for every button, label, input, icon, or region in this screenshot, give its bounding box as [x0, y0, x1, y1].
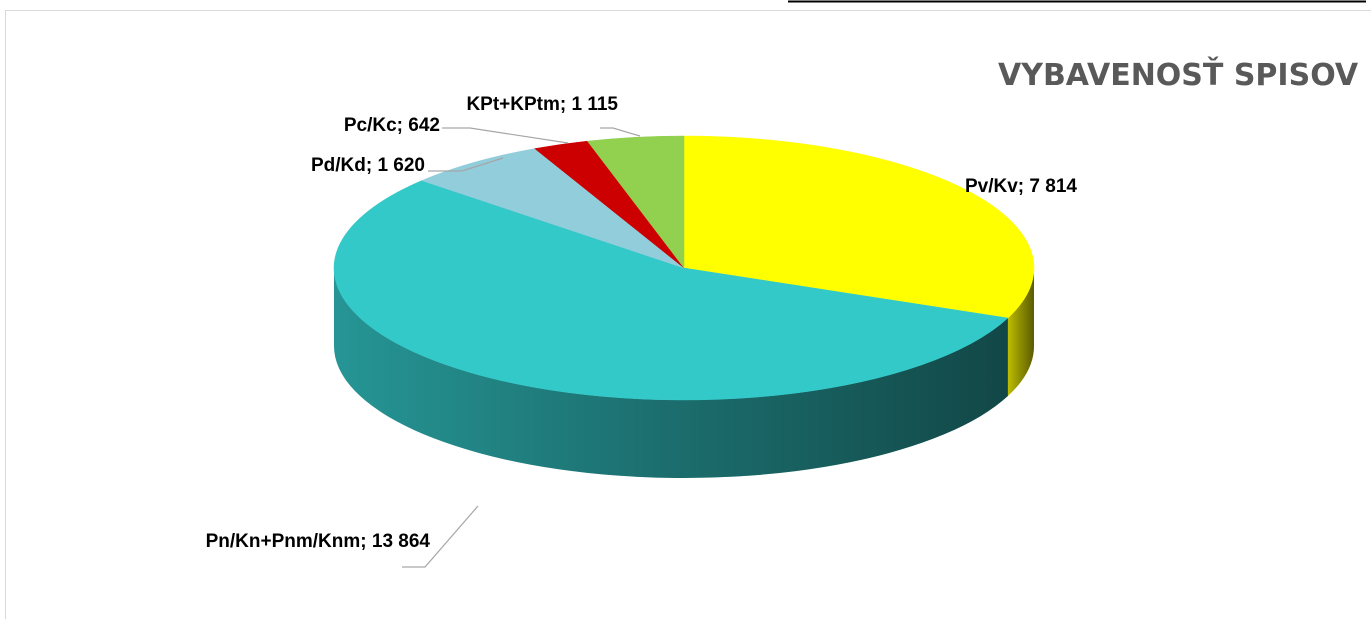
pie-top: [333, 135, 1035, 401]
pie-slice-4[interactable]: [586, 135, 685, 269]
data-label-2: Pd/Kd; 1 620: [311, 155, 425, 176]
leader-line-2: [428, 157, 504, 172]
pie-sides: [334, 268, 1034, 478]
data-label-0: Pv/Kv; 7 814: [965, 176, 1077, 197]
chart-title: VYBAVENOSŤ SPISOV: [998, 56, 1359, 93]
pie-slice-0[interactable]: [683, 135, 1035, 319]
data-label-1: Pn/Kn+Pnm/Knm; 13 864: [206, 531, 431, 552]
leader-lines: [402, 127, 641, 568]
data-label-4: KPt+KPtm; 1 115: [466, 94, 618, 115]
pie-side-shade-0: [1007, 268, 1034, 397]
data-label-3: Pc/Kc; 642: [344, 115, 440, 136]
pie-side-shade-1: [334, 268, 1008, 478]
pie-slice-1[interactable]: [333, 180, 1009, 401]
leader-line-1: [402, 505, 479, 568]
pie-slice-2[interactable]: [421, 148, 685, 269]
leader-line-3: [442, 127, 569, 144]
leader-line-4: [600, 127, 641, 137]
data-labels: Pv/Kv; 7 814 Pn/Kn+Pnm/Knm; 13 864 Pd/Kd; …: [206, 94, 1078, 552]
